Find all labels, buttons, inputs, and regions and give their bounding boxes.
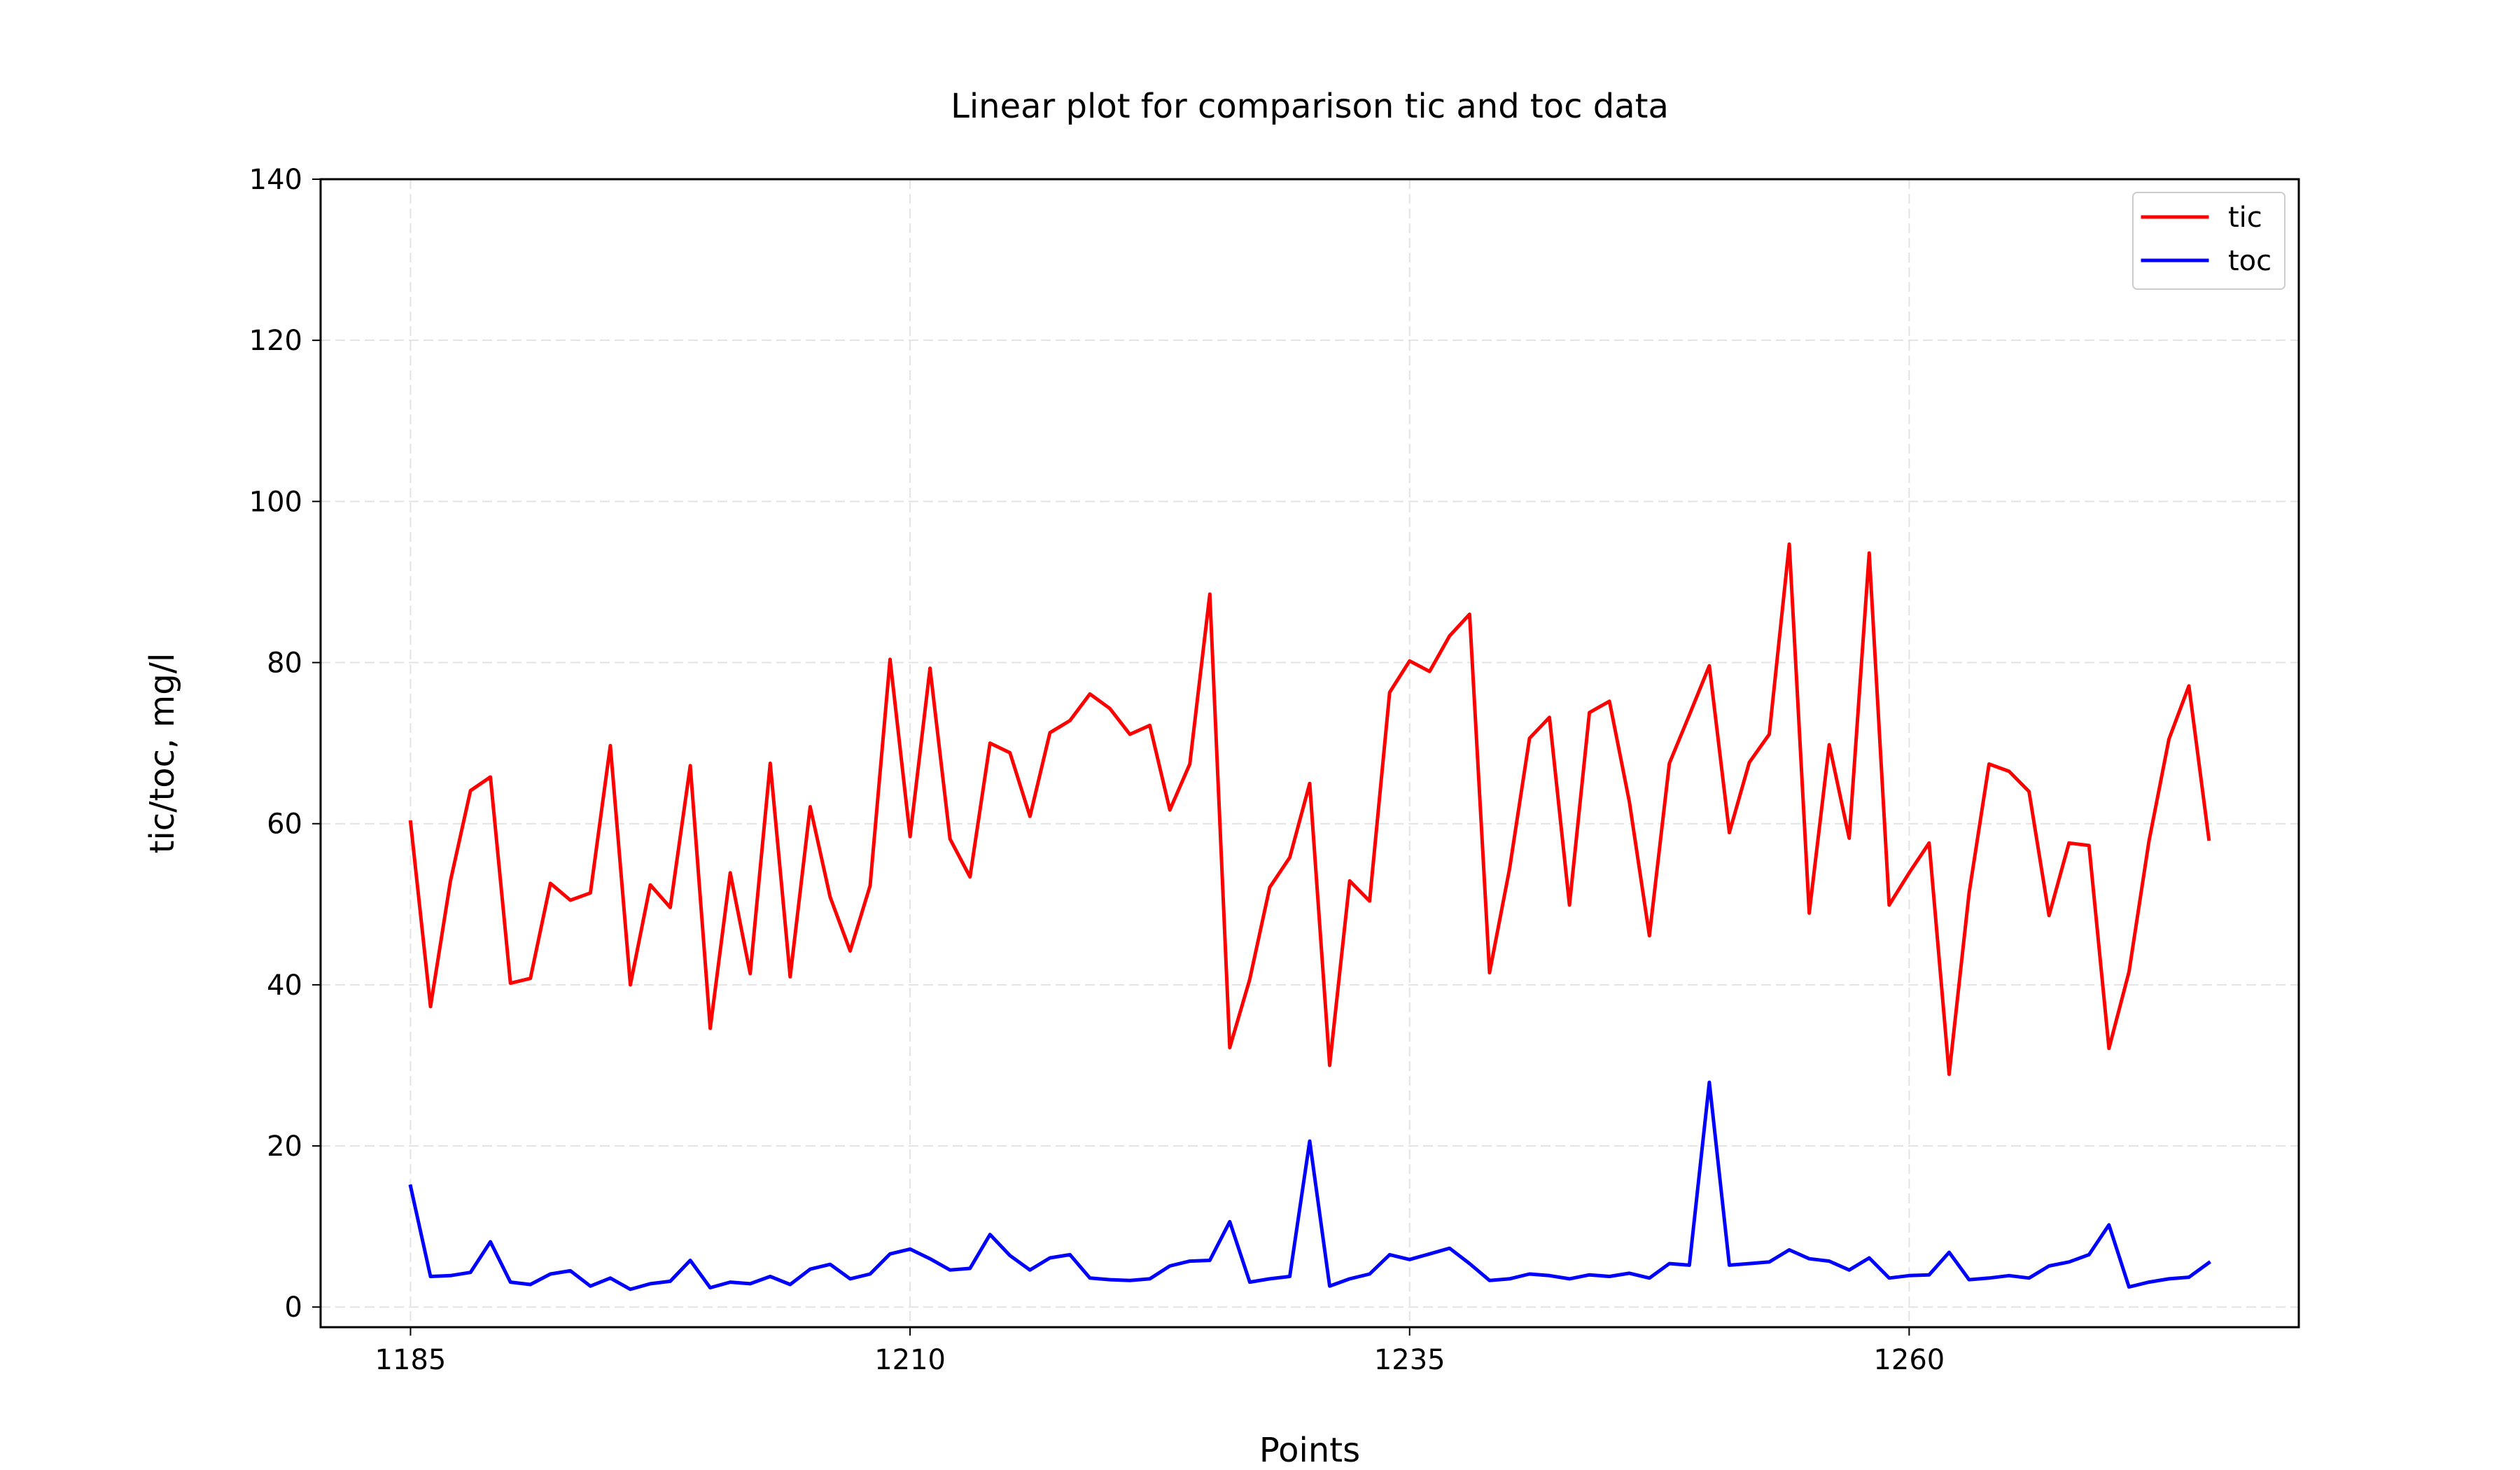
x-axis-label: Points xyxy=(1259,1431,1360,1470)
series-line-toc xyxy=(408,1080,2211,1292)
legend: tic toc xyxy=(2132,192,2286,290)
x-tick-label: 1210 xyxy=(874,1344,946,1376)
y-tick-label: 0 xyxy=(285,1292,302,1324)
y-tick-label: 20 xyxy=(267,1130,302,1163)
x-tick-label: 1235 xyxy=(1374,1344,1446,1376)
y-axis-ticks: 0 20 40 60 80 100 120 140 xyxy=(249,164,321,1324)
chart-title: Linear plot for comparison tic and toc d… xyxy=(951,87,1669,126)
x-tick-label: 1260 xyxy=(1873,1344,1945,1376)
series-line-tic xyxy=(408,542,2211,1077)
plot-area-frame xyxy=(319,178,2300,1329)
y-tick-label: 140 xyxy=(249,164,302,196)
y-tick-label: 40 xyxy=(267,969,302,1002)
y-tick-label: 100 xyxy=(249,486,302,518)
y-tick-label: 60 xyxy=(267,808,302,841)
legend-label-tic: tic xyxy=(2228,202,2262,234)
y-tick-label: 80 xyxy=(267,648,302,680)
x-tick-label: 1185 xyxy=(375,1344,447,1376)
legend-label-toc: toc xyxy=(2228,245,2272,277)
series-lines xyxy=(408,542,2211,1292)
grid-lines xyxy=(321,178,2299,1327)
y-tick-label: 120 xyxy=(249,325,302,357)
y-axis-label: tic/toc, mg/l xyxy=(143,653,182,854)
x-axis-ticks: 1185 1210 1235 1260 xyxy=(375,1327,1945,1376)
